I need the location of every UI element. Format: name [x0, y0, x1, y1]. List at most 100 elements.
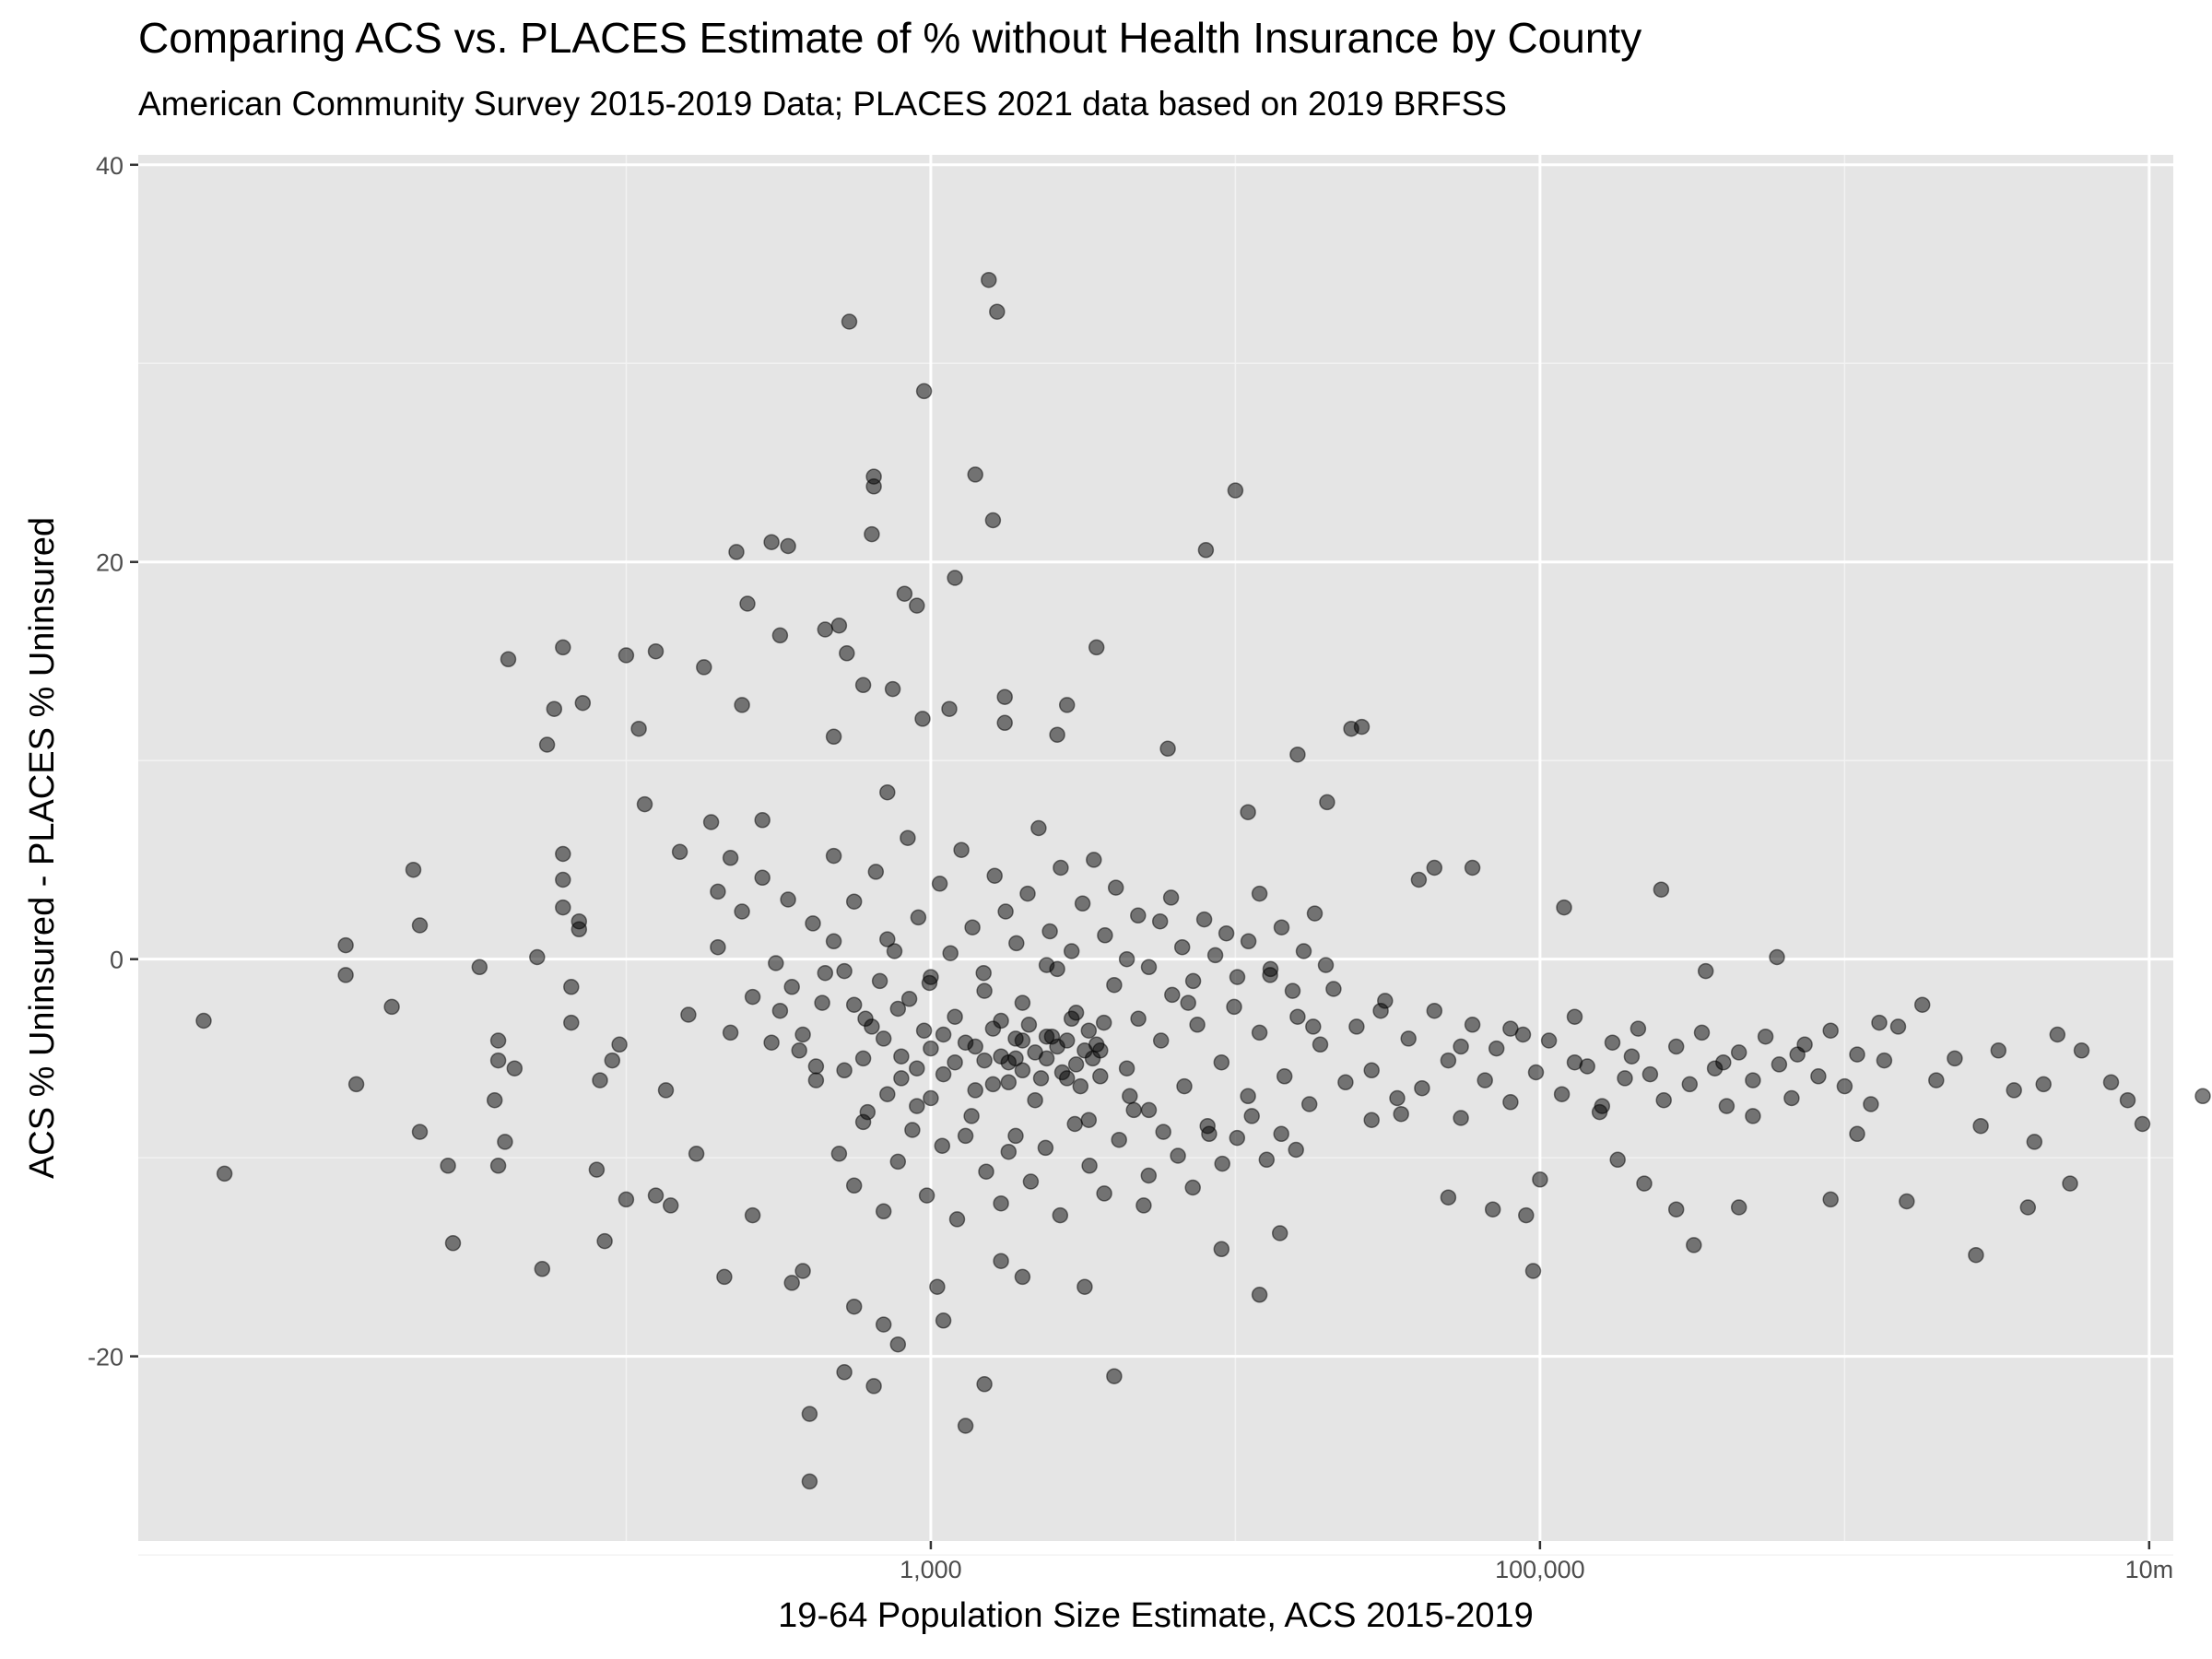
data-point [555, 871, 571, 888]
data-point [841, 313, 858, 330]
data-point [1063, 943, 1080, 959]
data-point [791, 1042, 807, 1059]
data-point [845, 893, 863, 910]
data-point [993, 1194, 1009, 1212]
data-point [807, 1058, 825, 1075]
data-point [1258, 1151, 1276, 1169]
data-point [771, 627, 789, 644]
data-point [1014, 1268, 1031, 1286]
data-point [978, 1163, 994, 1180]
data-point [947, 570, 963, 586]
data-point [935, 1026, 952, 1043]
data-point [411, 1124, 429, 1140]
data-point [1077, 1278, 1093, 1295]
data-point [900, 830, 916, 846]
data-point [1553, 1086, 1571, 1102]
data-point [996, 714, 1013, 732]
y-tick-label: -20 [88, 1344, 124, 1371]
data-point [1058, 697, 1076, 713]
data-point [574, 694, 592, 712]
y-axis-title: ACS % Uninsured - PLACES % Uninsured [23, 517, 62, 1179]
data-point [1106, 976, 1123, 994]
data-point [1084, 1050, 1101, 1067]
data-point [935, 1312, 952, 1329]
data-point [1822, 1022, 1839, 1039]
data-point [871, 972, 888, 990]
data-point [1686, 1237, 1702, 1253]
data-point [830, 617, 848, 634]
data-point [996, 688, 1013, 705]
data-point [1566, 1008, 1583, 1025]
data-point [981, 271, 997, 288]
data-point [909, 1098, 925, 1114]
data-point [845, 1177, 863, 1194]
data-point [1066, 1115, 1083, 1133]
data-point [1106, 1368, 1123, 1384]
data-point [1081, 1158, 1098, 1174]
data-point [859, 1103, 877, 1121]
data-point [915, 1022, 933, 1039]
data-point [1229, 969, 1246, 985]
data-point [1667, 1038, 1685, 1055]
data-point [1363, 1062, 1380, 1079]
data-point [1151, 912, 1169, 930]
data-point [1074, 895, 1091, 912]
data-point [1630, 1020, 1647, 1037]
data-point [2026, 1134, 2043, 1150]
data-point [405, 861, 422, 878]
data-point [957, 1127, 974, 1145]
data-point [1240, 1088, 1256, 1105]
data-point [1337, 1074, 1354, 1091]
data-point [1477, 1072, 1493, 1088]
data-point [1097, 927, 1113, 944]
data-point [1706, 1060, 1724, 1077]
data-point [1135, 1197, 1152, 1214]
data-point [604, 1052, 621, 1069]
data-point [1063, 1010, 1080, 1028]
data-point [636, 795, 653, 813]
data-point [889, 1335, 907, 1353]
data-point [807, 1072, 825, 1088]
x-tick-label: 100,000 [1495, 1556, 1585, 1583]
data-point [489, 1032, 507, 1049]
data-point [588, 1161, 606, 1178]
data-point [948, 1211, 966, 1228]
data-point [964, 919, 981, 935]
data-point [1049, 726, 1065, 743]
data-point [1325, 981, 1342, 997]
data-point [1796, 1036, 1813, 1053]
data-point [1032, 1070, 1050, 1087]
data-point [1125, 1101, 1142, 1119]
data-point [739, 595, 756, 612]
data-point [984, 1076, 1002, 1093]
data-point [830, 1146, 848, 1162]
data-point [1213, 1241, 1230, 1258]
data-point [722, 1024, 739, 1041]
data-point [1251, 885, 1268, 902]
data-point [1928, 1072, 1945, 1088]
data-point [1757, 1028, 1774, 1045]
data-point [1027, 1091, 1043, 1109]
data-point [716, 1268, 733, 1286]
data-point [1289, 746, 1306, 763]
data-point [2119, 1091, 2136, 1109]
data-point [1088, 639, 1105, 656]
data-points [195, 271, 2211, 1490]
data-point [662, 1197, 679, 1214]
data-point [1080, 1112, 1098, 1128]
data-point [1440, 1189, 1457, 1206]
data-point [1096, 1185, 1112, 1202]
data-point [489, 1052, 507, 1069]
data-point [1180, 994, 1196, 1011]
data-point [1389, 1089, 1406, 1107]
data-point [1037, 1139, 1054, 1157]
data-point [1067, 1056, 1085, 1073]
data-point [555, 899, 571, 916]
data-point [953, 841, 970, 858]
data-point [857, 1010, 874, 1028]
data-point [967, 1082, 983, 1099]
data-point [411, 917, 429, 934]
data-point [1170, 1147, 1186, 1164]
data-point [1609, 1151, 1626, 1169]
